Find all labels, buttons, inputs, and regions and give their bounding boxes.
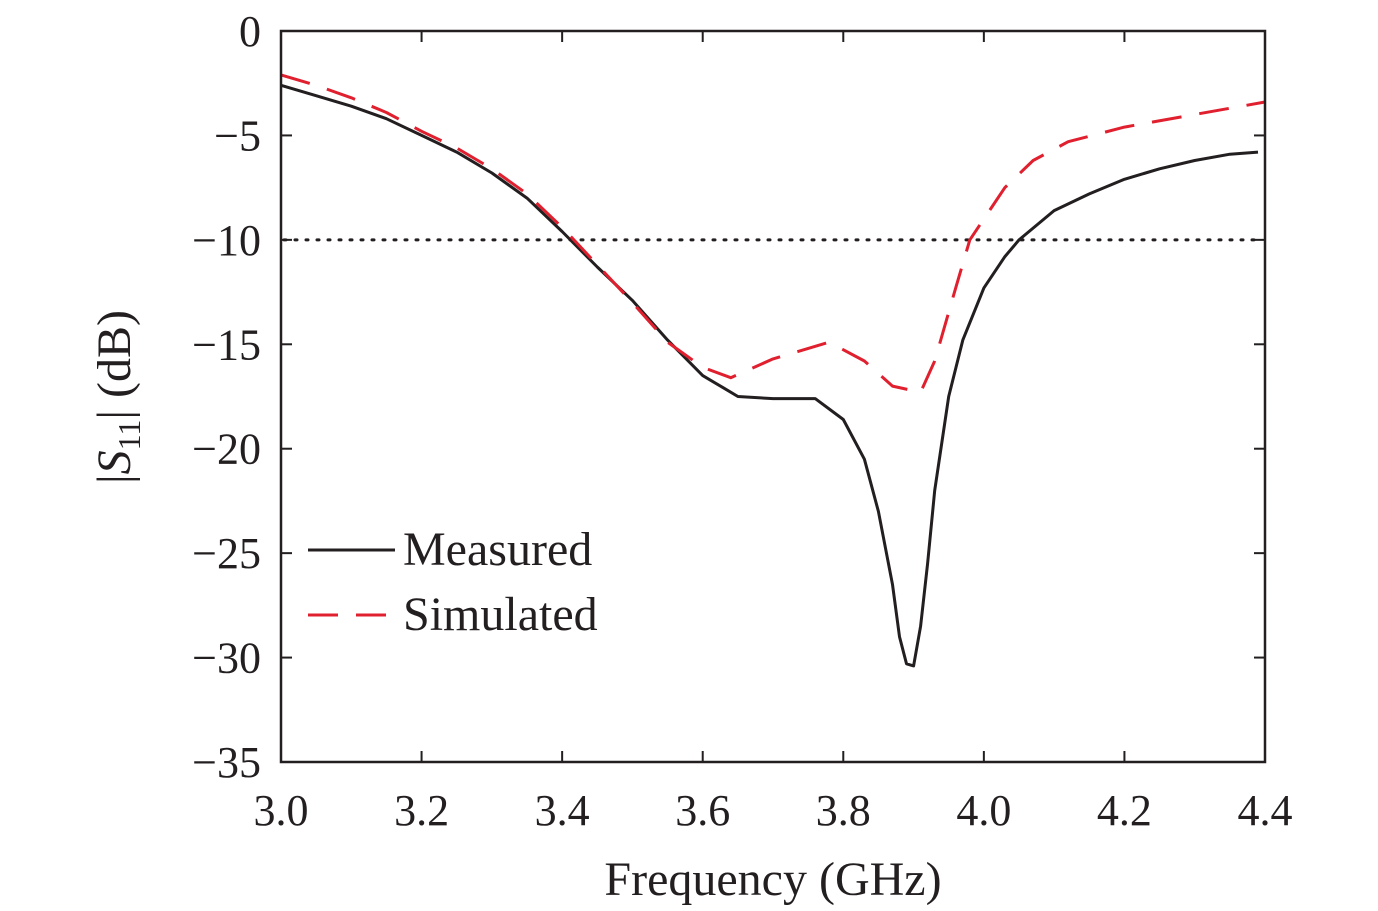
- y-axis-title-symbol: S: [88, 450, 141, 474]
- x-axis-tick-labels: 3.0 3.2 3.4 3.6 3.8 4.0 4.2 4.4: [254, 786, 1293, 835]
- y-axis-title-subscript: 11: [111, 420, 147, 451]
- plot-frame: [279, 29, 1267, 764]
- x-tick-label: 3.4: [535, 786, 590, 835]
- series-layer: [280, 73, 1266, 668]
- x-tick-label: 3.6: [675, 786, 730, 835]
- x-tick-label: 3.8: [816, 786, 871, 835]
- y-axis-title-prefix: |: [88, 474, 141, 484]
- y-axis-title: |S11| (dB): [88, 310, 147, 484]
- x-tick-label: 4.2: [1097, 786, 1152, 835]
- y-axis-title-suffix: | (dB): [88, 310, 141, 420]
- x-axis-title: Frequency (GHz): [604, 853, 941, 906]
- y-axis-tick-labels: 0 −5 −10 −15 −20 −25 −30 −35: [192, 7, 261, 787]
- x-tick-label: 3.2: [394, 786, 449, 835]
- y-tick-label: −25: [192, 529, 261, 578]
- legend-label-simulated: Simulated: [403, 588, 598, 641]
- y-tick-label: 0: [239, 7, 261, 56]
- x-tick-label: 3.0: [254, 786, 309, 835]
- axis-ticks: [280, 30, 1266, 763]
- x-tick-label: 4.0: [956, 786, 1011, 835]
- y-tick-label: −35: [192, 738, 261, 787]
- y-tick-label: −20: [192, 425, 261, 474]
- y-tick-label: −30: [192, 634, 261, 683]
- y-tick-label: −5: [214, 111, 261, 160]
- y-tick-label: −10: [192, 216, 261, 265]
- series-line-simulated: [280, 73, 1266, 394]
- x-tick-label: 4.4: [1238, 786, 1293, 835]
- legend: Measured Simulated: [308, 523, 598, 641]
- legend-label-measured: Measured: [403, 523, 592, 576]
- series-line-measured: [280, 83, 1259, 668]
- y-tick-label: −15: [192, 320, 261, 369]
